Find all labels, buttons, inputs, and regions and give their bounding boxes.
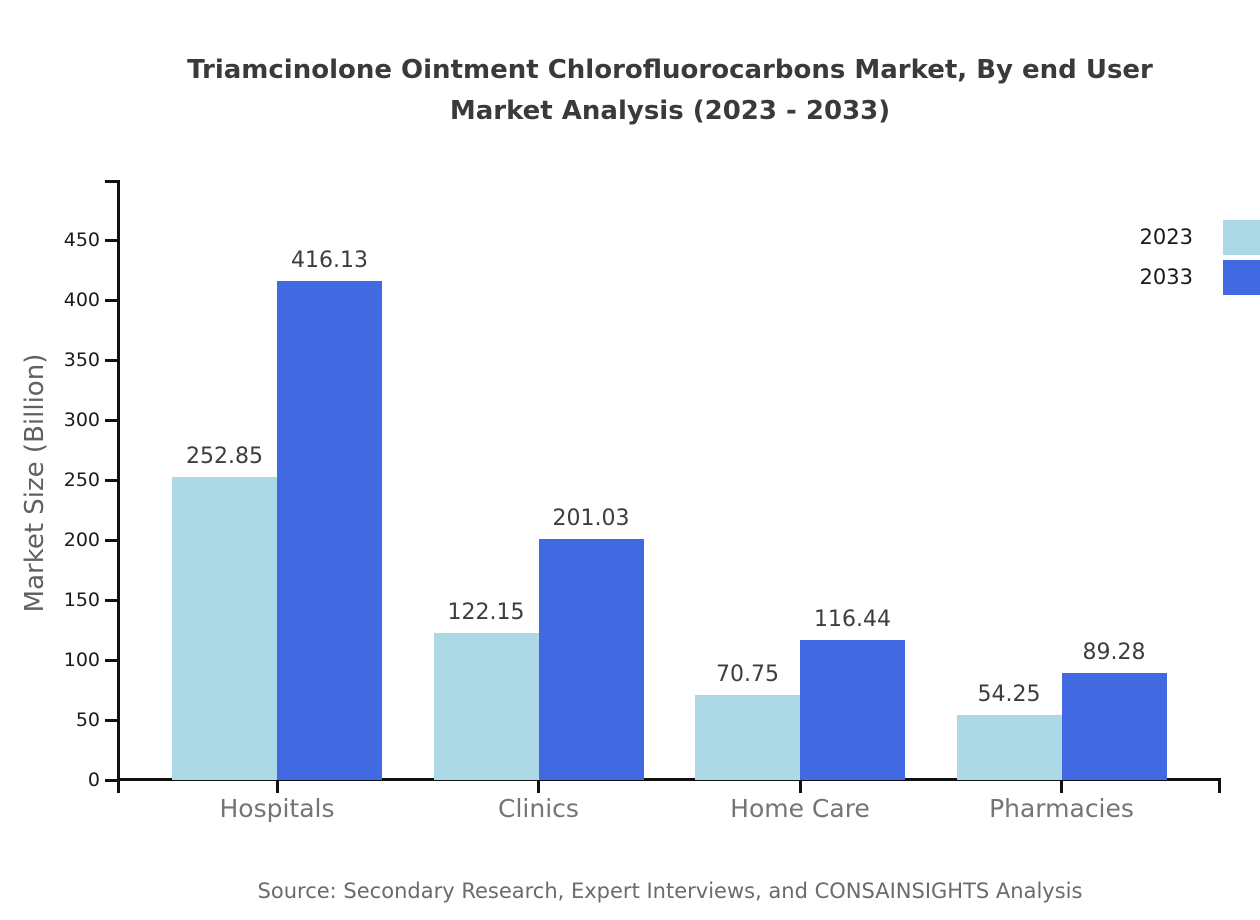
x-tick-pharmacies	[1060, 780, 1063, 793]
category-label-clinics: Clinics	[498, 794, 579, 823]
chart-title-line-2: Market Analysis (2023 - 2033)	[449, 96, 891, 126]
y-tick-450	[105, 238, 119, 242]
bar-2033-hospitals	[277, 280, 382, 780]
value-label-2033-clinics: 201.03	[552, 505, 630, 531]
chart-title-line-1: Triamcinolone Ointment Chlorofluorocarbo…	[187, 55, 1153, 85]
y-tick-label-250: 250	[63, 469, 100, 491]
y-tick-label-150: 150	[63, 589, 100, 611]
y-tick-label-350: 350	[63, 349, 100, 371]
bar-2033-clinics	[538, 538, 644, 780]
y-tick-100	[105, 658, 119, 662]
y-tick-label-400: 400	[63, 289, 100, 311]
y-tick-300	[105, 418, 119, 422]
value-label-2033-pharmacies: 89.28	[1082, 639, 1146, 665]
x-tick-clinics	[537, 780, 540, 793]
y-tick-label-100: 100	[63, 649, 100, 671]
value-label-2023-clinics: 122.15	[447, 600, 525, 626]
value-label-2033-hospitals: 416.13	[291, 247, 368, 273]
y-axis-line	[117, 180, 120, 793]
bar-2023-pharmacies	[956, 714, 1062, 780]
y-tick-200	[105, 538, 119, 542]
legend-label-2033: 2033	[1139, 265, 1193, 289]
category-label-pharmacies: Pharmacies	[989, 794, 1134, 823]
bar-2023-hospitals	[172, 476, 277, 780]
y-tick-250	[105, 478, 119, 482]
y-tick-400	[105, 298, 119, 302]
value-label-2023-hospitals: 252.85	[186, 443, 263, 469]
category-label-hospitals: Hospitals	[219, 794, 335, 823]
legend-swatch-2033	[1223, 260, 1260, 295]
category-label-home-care: Home Care	[730, 794, 870, 823]
bar-2033-home-care	[800, 640, 905, 780]
x-axis-line	[117, 778, 1221, 781]
bar-2023-home-care	[695, 695, 800, 780]
y-tick-label-450: 450	[63, 229, 100, 251]
value-label-2023-pharmacies: 54.25	[977, 681, 1041, 707]
bar-2023-clinics	[433, 633, 539, 780]
y-axis-top-cap	[105, 180, 119, 183]
y-tick-label-0: 0	[87, 769, 100, 791]
source-note: Source: Secondary Research, Expert Inter…	[257, 879, 1083, 903]
x-tick-home-care	[798, 780, 802, 793]
legend-swatch-2023	[1223, 220, 1260, 255]
y-tick-350	[105, 358, 119, 362]
x-tick-hospitals	[275, 780, 279, 793]
value-label-2033-home-care: 116.44	[814, 607, 891, 633]
chart-title: Triamcinolone Ointment Chlorofluorocarbo…	[80, 50, 1260, 132]
value-label-2023-home-care: 70.75	[716, 662, 779, 688]
y-tick-label-50: 50	[75, 709, 100, 731]
y-tick-0	[105, 778, 119, 782]
y-tick-label-300: 300	[63, 409, 100, 431]
x-axis-right-cap	[1218, 778, 1221, 793]
y-tick-50	[105, 718, 119, 722]
y-tick-150	[105, 598, 119, 602]
legend-label-2023: 2023	[1139, 225, 1193, 249]
bar-2033-pharmacies	[1061, 672, 1167, 780]
y-tick-label-200: 200	[63, 529, 100, 551]
